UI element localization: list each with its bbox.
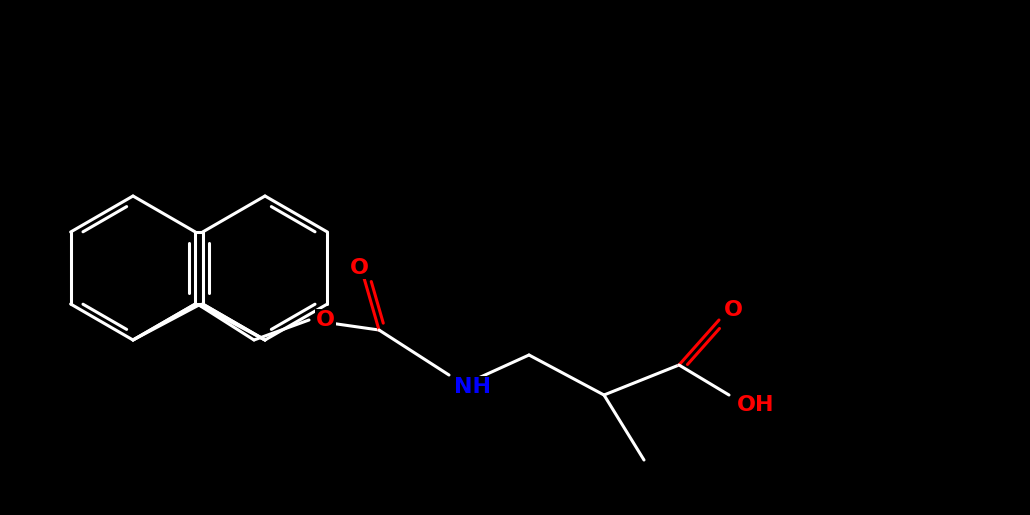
Text: O: O	[316, 310, 335, 330]
Text: O: O	[349, 258, 369, 278]
Text: O: O	[724, 300, 743, 320]
Text: OH: OH	[737, 395, 775, 415]
Text: NH: NH	[454, 377, 491, 397]
